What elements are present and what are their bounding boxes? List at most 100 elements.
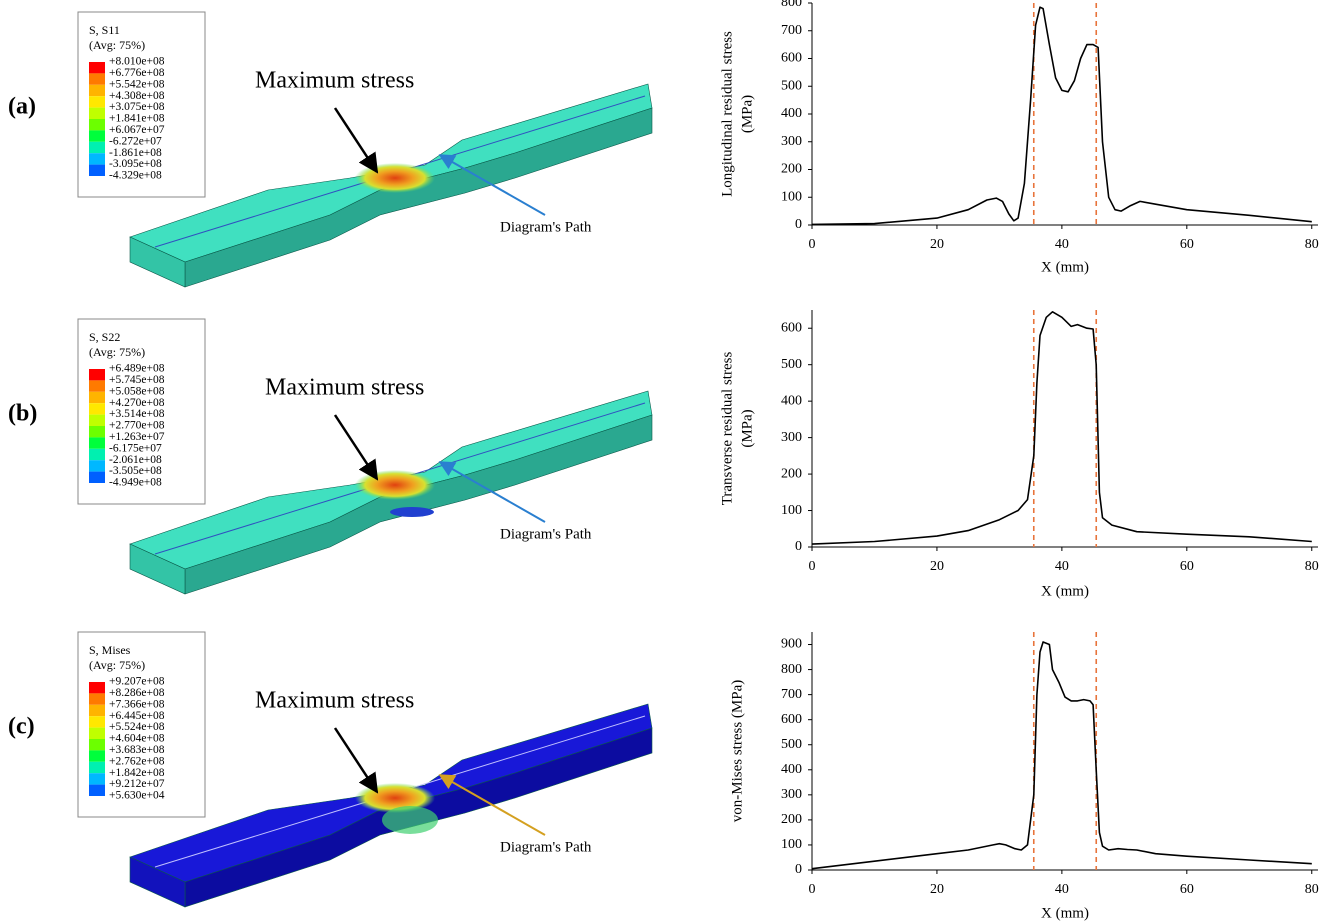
legend-swatch xyxy=(89,153,105,164)
x-tick-label: 60 xyxy=(1180,237,1194,252)
legend-swatch xyxy=(89,73,105,84)
legend-value: +5.058e+08 xyxy=(109,385,165,397)
hotspot-low xyxy=(390,507,434,517)
y-tick-label: 0 xyxy=(795,862,802,877)
y-tick-label: 700 xyxy=(781,687,802,702)
legend-value: -4.329e+08 xyxy=(109,170,162,182)
y-tick-label: 500 xyxy=(781,737,802,752)
x-tick-label: 20 xyxy=(930,882,944,897)
legend-swatch xyxy=(89,415,105,426)
y-tick-label: 600 xyxy=(781,51,802,66)
y-tick-label: 0 xyxy=(795,539,802,554)
y-tick-label: 700 xyxy=(781,23,802,38)
legend-value: +8.010e+08 xyxy=(109,56,165,68)
max-stress-label: Maximum stress xyxy=(265,375,424,401)
legend-value: +9.212e+07 xyxy=(109,778,165,790)
legend-value: +8.286e+08 xyxy=(109,687,165,699)
x-tick-label: 60 xyxy=(1180,559,1194,574)
legend-value: +3.075e+08 xyxy=(109,101,165,113)
panel-label: (a) xyxy=(8,94,36,120)
y-tick-label: 500 xyxy=(781,357,802,372)
legend-value: +5.630e+04 xyxy=(109,790,165,802)
legend-value: +6.489e+08 xyxy=(109,363,165,375)
legend-value: +7.366e+08 xyxy=(109,698,165,710)
legend-swatch xyxy=(89,716,105,727)
legend-subtitle: (Avg: 75%) xyxy=(89,38,145,52)
legend-swatch xyxy=(89,449,105,460)
legend-swatch xyxy=(89,108,105,119)
x-tick-label: 40 xyxy=(1055,882,1069,897)
legend-value: +5.745e+08 xyxy=(109,374,165,386)
x-tick-label: 20 xyxy=(930,237,944,252)
legend-swatch xyxy=(89,750,105,761)
y-tick-label: 200 xyxy=(781,466,802,481)
x-tick-label: 80 xyxy=(1305,882,1319,897)
legend-value: -3.095e+08 xyxy=(109,158,162,170)
y-tick-label: 0 xyxy=(795,217,802,232)
max-stress-label: Maximum stress xyxy=(255,68,414,94)
legend-title: S, S11 xyxy=(89,23,120,37)
y-tick-label: 100 xyxy=(781,189,802,204)
y-axis-label: (MPa) xyxy=(739,95,755,133)
legend-swatch xyxy=(89,380,105,391)
stress-curve xyxy=(812,7,1312,224)
legend-value: +3.683e+08 xyxy=(109,744,165,756)
y-axis-label: (MPa) xyxy=(739,409,755,447)
legend-subtitle: (Avg: 75%) xyxy=(89,345,145,359)
legend-swatch xyxy=(89,96,105,107)
hotspot xyxy=(355,470,435,500)
x-tick-label: 80 xyxy=(1305,237,1319,252)
path-label: Diagram's Path xyxy=(500,219,592,235)
legend-value: +9.207e+08 xyxy=(109,676,165,688)
legend-swatch xyxy=(89,472,105,483)
y-tick-label: 600 xyxy=(781,712,802,727)
max-stress-label: Maximum stress xyxy=(255,688,414,714)
panel-label: (c) xyxy=(8,714,35,740)
path-label: Diagram's Path xyxy=(500,526,592,542)
y-tick-label: 600 xyxy=(781,320,802,335)
stress-curve xyxy=(812,312,1312,544)
legend-swatch xyxy=(89,142,105,153)
legend-swatch xyxy=(89,369,105,380)
x-axis-label: X (mm) xyxy=(1041,583,1089,599)
figure: (a)S, S11(Avg: 75%)+8.010e+08+6.776e+08+… xyxy=(0,0,1333,924)
legend-swatch xyxy=(89,119,105,130)
legend-value: -1.861e+08 xyxy=(109,147,162,159)
max-stress-arrow xyxy=(335,108,377,172)
legend-title: S, S22 xyxy=(89,330,120,344)
y-tick-label: 100 xyxy=(781,837,802,852)
x-tick-label: 60 xyxy=(1180,882,1194,897)
legend-swatch xyxy=(89,165,105,176)
legend-value: +2.770e+08 xyxy=(109,420,165,432)
legend-swatch xyxy=(89,403,105,414)
legend-subtitle: (Avg: 75%) xyxy=(89,658,145,672)
path-label: Diagram's Path xyxy=(500,839,592,855)
stress-curve xyxy=(812,642,1312,869)
legend-swatch xyxy=(89,426,105,437)
x-tick-label: 0 xyxy=(809,559,816,574)
y-tick-label: 800 xyxy=(781,662,802,677)
max-stress-arrow xyxy=(335,415,377,479)
legend-swatch xyxy=(89,785,105,796)
legend-swatch xyxy=(89,762,105,773)
legend-value: +2.762e+08 xyxy=(109,755,165,767)
legend-value: +4.308e+08 xyxy=(109,90,165,102)
y-tick-label: 800 xyxy=(781,0,802,10)
max-stress-arrow xyxy=(335,728,377,792)
y-tick-label: 300 xyxy=(781,134,802,149)
y-tick-label: 200 xyxy=(781,812,802,827)
legend-value: +4.604e+08 xyxy=(109,733,165,745)
y-tick-label: 400 xyxy=(781,762,802,777)
x-axis-label: X (mm) xyxy=(1041,259,1089,275)
panel-label: (b) xyxy=(8,401,37,427)
hotspot xyxy=(355,163,435,193)
y-axis-label: von-Mises stress (MPa) xyxy=(729,680,745,823)
legend-value: +1.263e+07 xyxy=(109,431,165,443)
legend-swatch xyxy=(89,437,105,448)
y-tick-label: 100 xyxy=(781,503,802,518)
legend-swatch xyxy=(89,460,105,471)
legend-value: +6.445e+08 xyxy=(109,710,165,722)
legend-title: S, Mises xyxy=(89,643,131,657)
legend-value: -2.061e+08 xyxy=(109,454,162,466)
y-tick-label: 400 xyxy=(781,106,802,121)
